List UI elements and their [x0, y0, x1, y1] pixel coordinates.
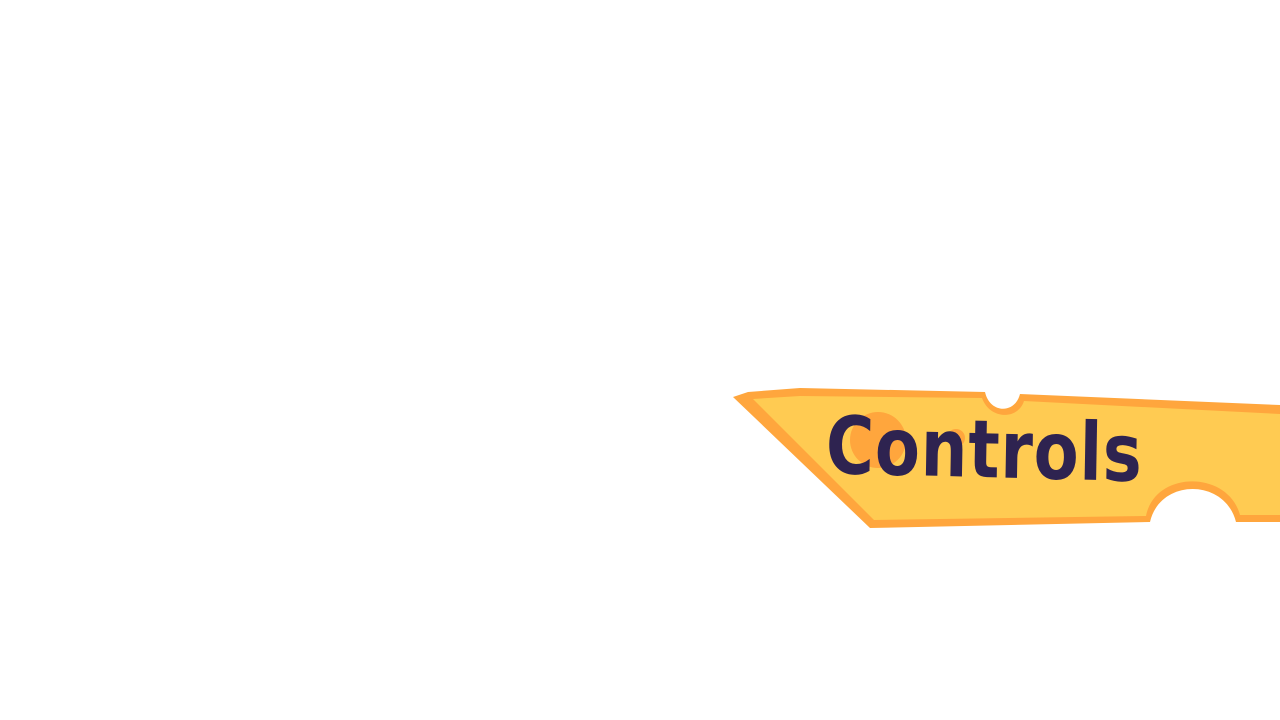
cheese-spot-large — [850, 412, 906, 468]
cheese-spot-small — [947, 429, 965, 447]
controls-button-label: Controls — [825, 399, 1144, 501]
